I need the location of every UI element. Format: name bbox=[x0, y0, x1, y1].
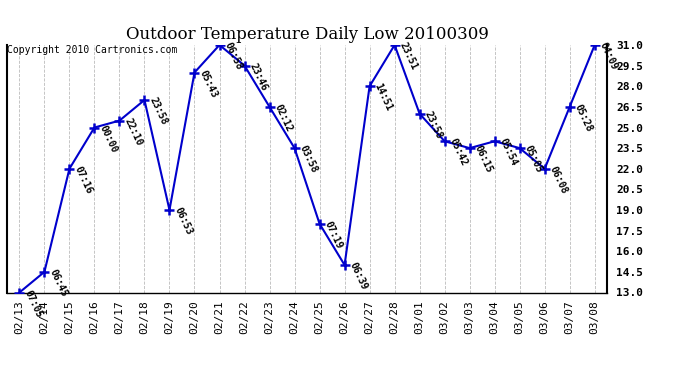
Text: 14:51: 14:51 bbox=[373, 82, 394, 113]
Text: 06:08: 06:08 bbox=[547, 165, 569, 195]
Text: 06:15: 06:15 bbox=[473, 144, 494, 175]
Text: 07:19: 07:19 bbox=[322, 220, 344, 251]
Text: 00:00: 00:00 bbox=[97, 123, 119, 154]
Text: 06:45: 06:45 bbox=[47, 268, 69, 298]
Text: 05:54: 05:54 bbox=[497, 137, 519, 168]
Text: 05:28: 05:28 bbox=[573, 103, 594, 134]
Text: 02:12: 02:12 bbox=[273, 103, 294, 134]
Text: 23:46: 23:46 bbox=[247, 62, 269, 92]
Text: 23:58: 23:58 bbox=[147, 96, 169, 127]
Text: Copyright 2010 Cartronics.com: Copyright 2010 Cartronics.com bbox=[7, 45, 177, 55]
Text: 06:39: 06:39 bbox=[347, 261, 369, 292]
Text: 03:58: 03:58 bbox=[297, 144, 319, 175]
Text: 04:09: 04:09 bbox=[598, 41, 619, 72]
Text: 05:42: 05:42 bbox=[447, 137, 469, 168]
Title: Outdoor Temperature Daily Low 20100309: Outdoor Temperature Daily Low 20100309 bbox=[126, 27, 489, 44]
Text: 07:16: 07:16 bbox=[72, 165, 94, 195]
Text: 05:05: 05:05 bbox=[522, 144, 544, 175]
Text: 22:10: 22:10 bbox=[122, 117, 144, 147]
Text: 23:51: 23:51 bbox=[397, 41, 419, 72]
Text: 06:58: 06:58 bbox=[222, 41, 244, 72]
Text: 06:53: 06:53 bbox=[172, 206, 194, 237]
Text: 07:05: 07:05 bbox=[22, 288, 43, 319]
Text: 23:58: 23:58 bbox=[422, 110, 444, 140]
Text: 05:43: 05:43 bbox=[197, 68, 219, 99]
